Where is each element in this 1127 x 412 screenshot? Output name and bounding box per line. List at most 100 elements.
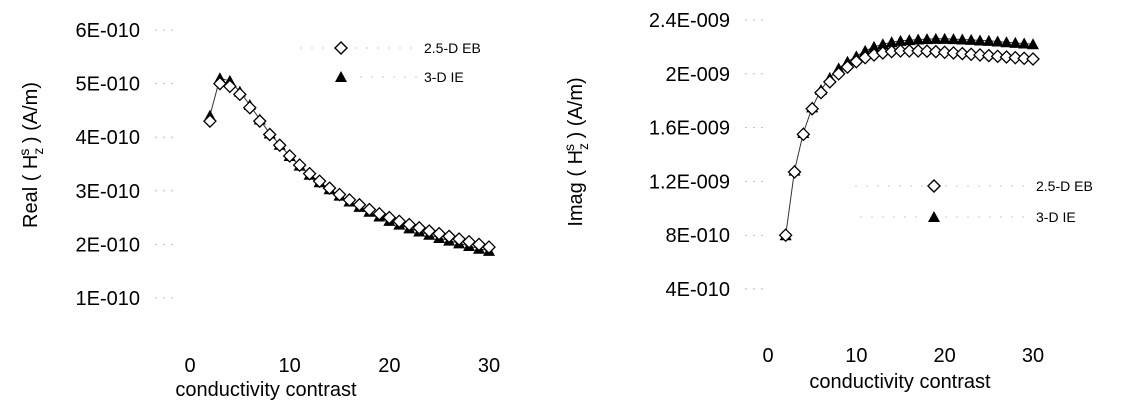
data-point-3d-ie — [1018, 37, 1031, 49]
data-point-2-5d-eb — [981, 48, 996, 63]
data-point-2-5d-eb — [392, 214, 407, 229]
y-tick-label: 1.2E-009 — [649, 171, 730, 193]
data-point-3d-ie — [912, 33, 925, 45]
data-point-3d-ie — [876, 38, 889, 50]
x-axis-label: conductivity contrast — [175, 379, 357, 401]
data-point-2-5d-eb — [442, 229, 457, 244]
data-point-3d-ie — [1009, 36, 1022, 48]
data-point-3d-ie — [903, 34, 916, 46]
data-point-3d-ie — [974, 34, 986, 46]
data-point-2-5d-eb — [252, 114, 267, 129]
data-point-3d-ie — [938, 32, 951, 44]
legend-label-3d-ie: 3-D IE — [1036, 209, 1076, 225]
y-axis-label-sup: s — [561, 144, 577, 151]
data-point-2-5d-eb — [342, 192, 357, 207]
data-point-2-5d-eb — [352, 197, 367, 212]
data-point-2-5d-eb — [292, 158, 307, 172]
y-axis-label-post: ) (A/m) — [20, 82, 42, 149]
y-axis-label-sub: z — [30, 148, 46, 155]
data-point-2-5d-eb — [302, 166, 317, 181]
x-tick-label: 30 — [1022, 345, 1044, 367]
data-point-2-5d-eb — [1008, 50, 1023, 65]
x-tick-label: 10 — [845, 345, 867, 367]
x-tick-label: 10 — [279, 355, 301, 377]
data-points — [778, 32, 1040, 243]
series-line-3d-ie — [785, 38, 1034, 236]
data-point-2-5d-eb — [920, 44, 934, 59]
data-point-2-5d-eb — [203, 114, 217, 129]
data-point-2-5d-eb — [282, 149, 297, 163]
data-point-2-5d-eb — [946, 46, 961, 60]
legend-marker-diamond — [334, 41, 348, 55]
data-point-3d-ie — [894, 34, 907, 46]
data-point-2-5d-eb — [322, 181, 337, 196]
data-point-2-5d-eb — [232, 87, 247, 102]
y-axis-label: Real ( Hzs ) (A/m) — [16, 82, 46, 228]
y-tick-label: 3E-010 — [76, 181, 141, 203]
chart-imag-part: 4E-010 8E-010 1.2E-009 1.6E-009 2E-009 2.4E-0… — [561, 10, 1093, 393]
y-tick-label: 1E-010 — [76, 288, 141, 310]
data-point-2-5d-eb — [840, 60, 855, 74]
legend-label-3d-ie: 3-D IE — [424, 69, 464, 85]
data-point-2-5d-eb — [831, 66, 846, 81]
y-tick-label: 4E-010 — [76, 127, 141, 149]
x-tick-label: 30 — [478, 355, 500, 377]
data-point-2-5d-eb — [787, 165, 802, 179]
data-point-2-5d-eb — [1026, 52, 1040, 66]
data-point-2-5d-eb — [937, 45, 952, 60]
y-axis-label-sup: s — [16, 149, 32, 156]
data-point-2-5d-eb — [312, 174, 327, 189]
data-point-3d-ie — [1000, 36, 1013, 48]
y-tick-label: 4E-010 — [666, 279, 731, 301]
x-tick-label: 0 — [184, 355, 195, 377]
y-tick-label: 2E-009 — [666, 64, 731, 86]
data-point-3d-ie — [965, 33, 978, 45]
data-point-2-5d-eb — [928, 44, 943, 59]
data-point-2-5d-eb — [402, 217, 417, 232]
data-point-2-5d-eb — [964, 47, 979, 62]
data-point-2-5d-eb — [472, 237, 486, 252]
data-point-2-5d-eb — [332, 187, 347, 202]
data-point-3d-ie — [921, 33, 933, 45]
legend-marker-diamond — [927, 179, 941, 193]
data-points — [203, 72, 496, 256]
data-point-2-5d-eb — [482, 240, 496, 254]
series-line — [785, 38, 1034, 236]
y-tick-label: 2E-010 — [76, 234, 141, 256]
data-point-3d-ie — [859, 44, 872, 56]
data-point-2-5d-eb — [272, 138, 287, 153]
data-point-2-5d-eb — [1017, 51, 1032, 66]
data-point-3d-ie — [947, 33, 960, 45]
data-point-2-5d-eb — [262, 127, 277, 142]
x-axis-label: conductivity contrast — [809, 371, 991, 393]
data-point-2-5d-eb — [999, 50, 1014, 64]
data-point-3d-ie — [956, 33, 969, 45]
data-point-3d-ie — [929, 32, 942, 44]
data-point-2-5d-eb — [796, 127, 811, 142]
legend-label-2-5d-eb: 2.5-D EB — [1036, 178, 1093, 194]
y-tick-labels: 1E-010 2E-010 3E-010 4E-010 5E-010 6E-010 — [76, 20, 177, 310]
data-point-2-5d-eb — [242, 100, 257, 115]
legend-marker-triangle — [928, 211, 940, 222]
data-point-2-5d-eb — [212, 76, 227, 91]
y-tick-label: 5E-010 — [76, 74, 141, 96]
data-point-2-5d-eb — [955, 46, 970, 61]
y-axis-label-pre: Imag ( H — [565, 150, 587, 227]
data-point-3d-ie — [982, 34, 995, 46]
data-point-2-5d-eb — [422, 224, 437, 238]
data-point-2-5d-eb — [973, 48, 987, 62]
y-axis-label-sub: z — [575, 143, 591, 150]
x-tick-labels: 0 10 20 30 — [762, 345, 1044, 367]
y-tick-label: 8E-010 — [666, 225, 731, 247]
data-point-2-5d-eb — [222, 79, 237, 94]
data-point-2-5d-eb — [432, 226, 447, 241]
x-tick-labels: 0 10 20 30 — [184, 355, 500, 377]
y-axis-label-post: ) (A/m) — [565, 77, 587, 144]
legend: 2.5-D EB 3-D IE — [300, 40, 481, 85]
y-axis-label: Imag ( Hzs ) (A/m) — [561, 77, 591, 226]
data-point-2-5d-eb — [911, 44, 926, 58]
data-point-2-5d-eb — [372, 206, 387, 221]
data-point-2-5d-eb — [462, 234, 476, 249]
